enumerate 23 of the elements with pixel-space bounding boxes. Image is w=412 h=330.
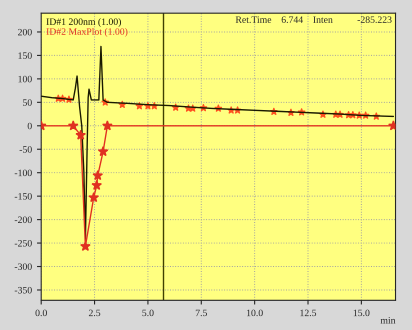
y-tick-label: -200 (14, 216, 32, 224)
x-tick-label: 10.0 (246, 310, 263, 316)
y-tick-label: 150 (18, 52, 32, 59)
y-tick-label: -100 (14, 170, 32, 176)
y-tick-label: -250 (14, 240, 32, 247)
x-tick-label: 12.5 (300, 310, 316, 316)
x-tick-label: 0.0 (35, 310, 47, 316)
x-tick-label: 7.5 (196, 310, 207, 316)
y-tick-label: 100 (18, 76, 32, 82)
x-tick-label: 2.5 (88, 310, 100, 316)
y-tick-label: -150 (14, 193, 32, 200)
y-tick-label: -350 (14, 286, 32, 294)
x-axis-title: min (380, 317, 396, 324)
y-tick-label: 200 (18, 28, 32, 36)
text: ID#2 MaxPlot (1.00) (46, 28, 128, 37)
annotation: Ret.Time 6.744 Inten -285.223 (236, 16, 392, 23)
x-tick-label: 15.0 (354, 310, 370, 316)
y-tick-label: 50 (23, 99, 32, 106)
y-tick-label: 0 (28, 122, 32, 130)
x-tick-label: 5.0 (142, 310, 154, 316)
text: ID#1 200nm (1.00) (46, 18, 121, 27)
y-tick-label: -50 (20, 146, 32, 153)
y-tick-label: -300 (14, 263, 32, 270)
